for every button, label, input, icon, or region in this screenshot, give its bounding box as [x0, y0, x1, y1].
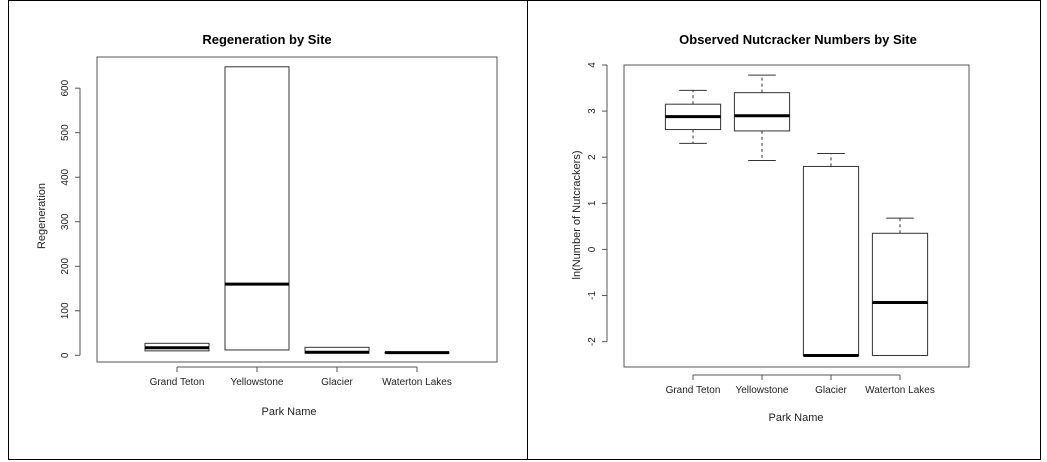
nutcracker-chart-panel: Observed Nutcracker Numbers by Site Park…	[528, 0, 1040, 460]
y-tick-label: -1	[587, 291, 598, 300]
x-tick-label: Yellowstone	[735, 385, 788, 396]
y-tick-label: 200	[60, 257, 71, 274]
panel-divider	[527, 0, 528, 460]
regeneration-boxplot: Regeneration by Site Park Name Regenerat…	[36, 32, 498, 418]
y-axis-label: ln(Number of Nutcrackers)	[571, 151, 583, 280]
y-tick-label: -2	[587, 337, 598, 346]
box-yellowstone	[224, 66, 290, 351]
y-tick-label: 300	[60, 213, 71, 230]
x-tick-label: Yellowstone	[230, 377, 283, 388]
regeneration-chart-panel: Regeneration by Site Park Name Regenerat…	[9, 0, 527, 460]
figure-frame	[8, 0, 1041, 460]
plot-border	[623, 64, 970, 368]
box-waterton-lakes	[871, 232, 929, 356]
x-tick-label: Waterton Lakes	[865, 385, 935, 396]
y-tick-label: 400	[60, 168, 71, 185]
x-axis-label: Park Name	[768, 412, 823, 424]
y-tick-label: 2	[587, 154, 598, 160]
chart-title: Observed Nutcracker Numbers by Site	[679, 32, 917, 47]
y-tick-label: 4	[587, 62, 598, 68]
x-tick-label: Glacier	[815, 385, 847, 396]
plot-border	[96, 56, 498, 363]
box-yellowstone	[733, 92, 791, 132]
y-tick-label: 0	[60, 352, 71, 358]
y-tick-label: 1	[587, 200, 598, 206]
y-tick-label: 0	[587, 246, 598, 252]
x-tick-label: Glacier	[321, 377, 353, 388]
nutcracker-boxplot: Observed Nutcracker Numbers by Site Park…	[571, 32, 970, 424]
box-glacier	[802, 165, 860, 356]
x-tick-label: Grand Teton	[150, 377, 205, 388]
x-tick-label: Grand Teton	[666, 385, 721, 396]
y-tick-label: 500	[60, 124, 71, 141]
y-tick-label: 100	[60, 302, 71, 319]
x-axis-label: Park Name	[261, 406, 316, 418]
y-tick-label: 3	[587, 108, 598, 114]
y-tick-label: 600	[60, 79, 71, 96]
chart-title: Regeneration by Site	[202, 32, 331, 47]
x-tick-label: Waterton Lakes	[382, 377, 452, 388]
y-axis-label: Regeneration	[36, 183, 48, 249]
